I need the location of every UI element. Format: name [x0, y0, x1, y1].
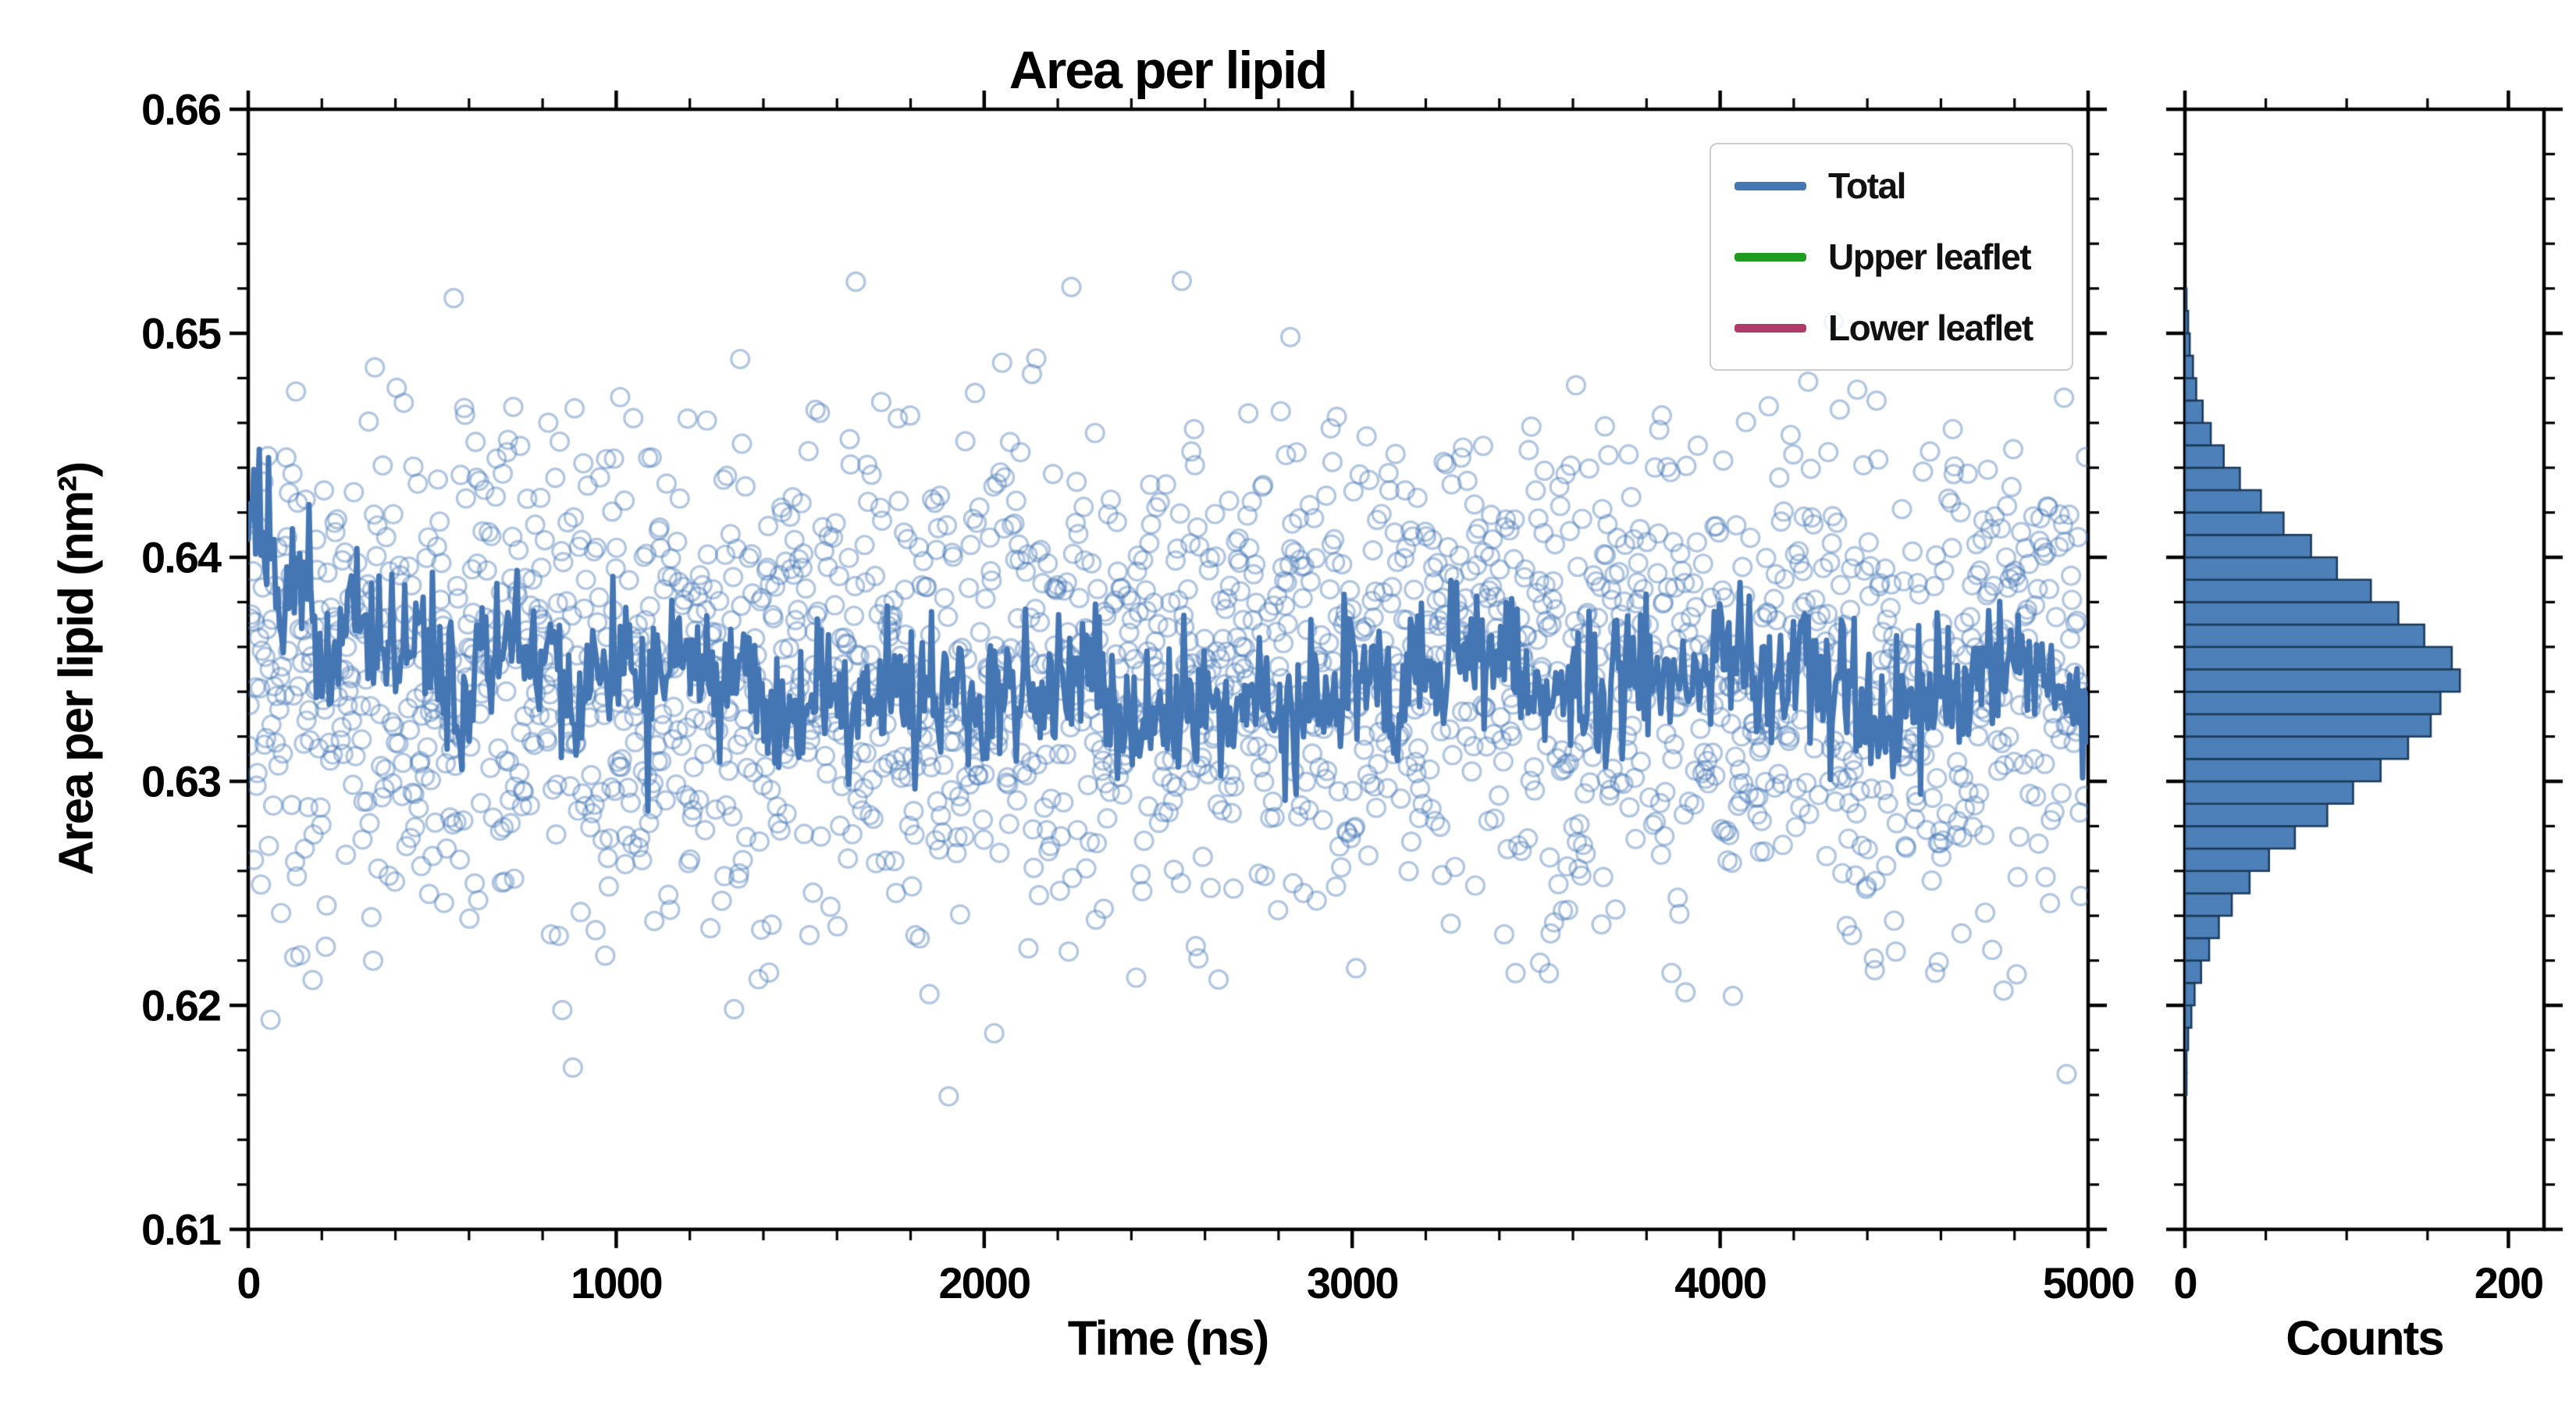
x-axis-label-hist: Counts: [2286, 1311, 2445, 1366]
y-tick-label: 0.62: [141, 980, 222, 1030]
legend-label: Upper leaflet: [1828, 237, 2032, 277]
x-tick-label-main: 0: [237, 1258, 261, 1307]
x-tick-label-main: 5000: [2042, 1258, 2136, 1307]
x-tick-label-main: 4000: [1674, 1258, 1767, 1307]
y-tick-label: 0.66: [141, 84, 222, 134]
y-tick-label: 0.64: [141, 532, 222, 582]
legend-item: Lower leaflet: [1735, 307, 2048, 349]
legend-item: Upper leaflet: [1735, 236, 2048, 278]
legend: Total Upper leaflet Lower leaflet: [1710, 143, 2073, 371]
x-tick-label-main: 3000: [1306, 1258, 1400, 1307]
y-tick-label: 0.61: [141, 1204, 222, 1254]
x-axis-label-main: Time (ns): [1067, 1311, 1269, 1366]
y-tick-label: 0.63: [141, 756, 222, 806]
x-tick-label-hist: 0: [2173, 1258, 2197, 1307]
y-axis-label-main: Area per lipid (nm²): [49, 462, 104, 876]
y-tick-label: 0.65: [141, 308, 222, 358]
legend-item: Total: [1735, 165, 2048, 207]
legend-swatch-icon: [1735, 181, 1806, 190]
x-tick-label-main: 2000: [938, 1258, 1032, 1307]
legend-label: Lower leaflet: [1828, 308, 2033, 348]
x-tick-label-hist: 200: [2474, 1258, 2544, 1307]
x-tick-label-main: 1000: [571, 1258, 664, 1307]
chart-title: Area per lipid: [1009, 41, 1329, 100]
legend-label: Total: [1828, 165, 1906, 206]
legend-swatch-icon: [1735, 252, 1806, 261]
legend-swatch-icon: [1735, 323, 1806, 333]
